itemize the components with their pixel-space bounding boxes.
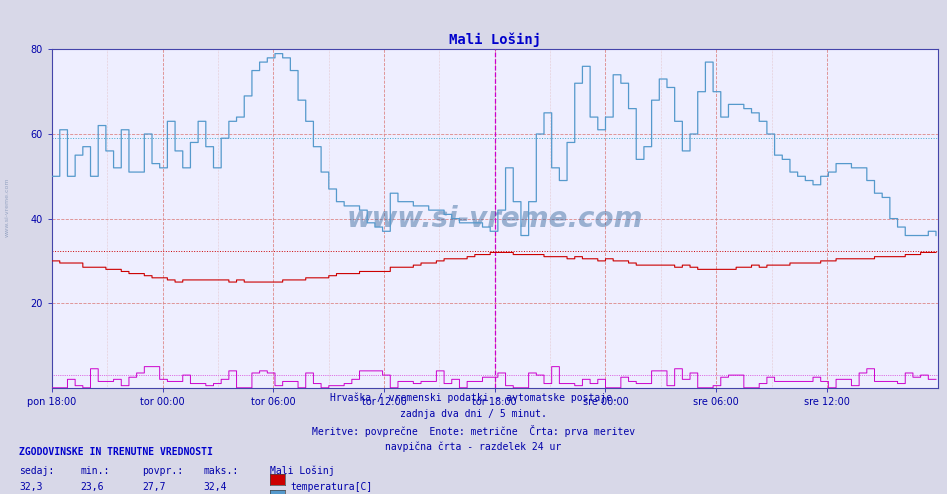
Text: 27,7: 27,7 [142,482,166,492]
Text: 32,4: 32,4 [204,482,227,492]
Text: 32,3: 32,3 [19,482,43,492]
Text: navpična črta - razdelek 24 ur: navpična črta - razdelek 24 ur [385,442,562,452]
Text: Mali Lošinj: Mali Lošinj [270,466,334,476]
Text: povpr.:: povpr.: [142,466,183,476]
Text: maks.:: maks.: [204,466,239,476]
Text: Meritve: povprečne  Enote: metrične  Črta: prva meritev: Meritve: povprečne Enote: metrične Črta:… [312,425,635,437]
Title: Mali Lošinj: Mali Lošinj [449,32,541,47]
Text: temperatura[C]: temperatura[C] [291,482,373,492]
Text: ZGODOVINSKE IN TRENUTNE VREDNOSTI: ZGODOVINSKE IN TRENUTNE VREDNOSTI [19,447,213,457]
Text: 23,6: 23,6 [80,482,104,492]
Text: www.si-vreme.com: www.si-vreme.com [347,205,643,233]
Text: min.:: min.: [80,466,110,476]
Text: sedaj:: sedaj: [19,466,54,476]
Text: www.si-vreme.com: www.si-vreme.com [5,178,10,237]
Text: zadnja dva dni / 5 minut.: zadnja dva dni / 5 minut. [400,409,547,419]
Text: Hrvaška / vremenski podatki - avtomatske postaje.: Hrvaška / vremenski podatki - avtomatske… [330,393,617,403]
